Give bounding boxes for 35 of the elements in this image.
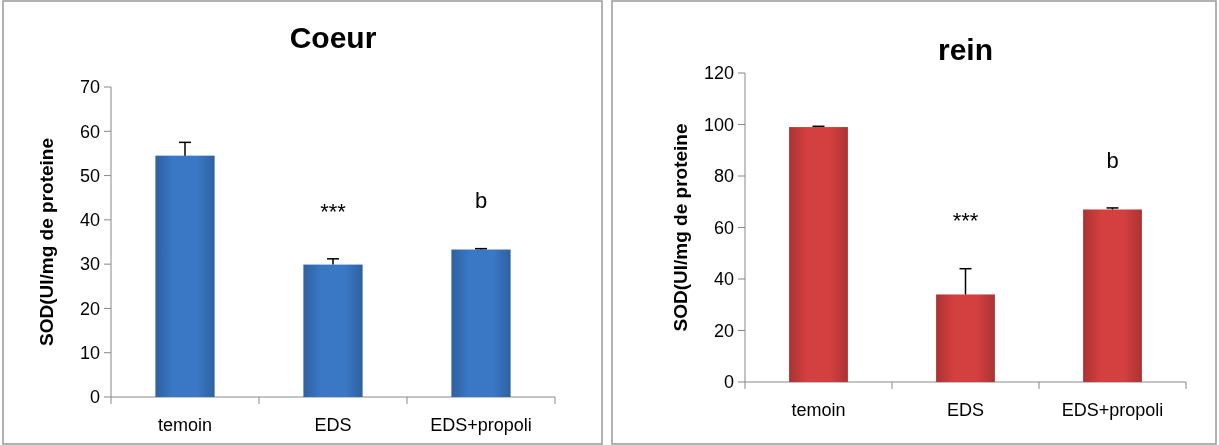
bar — [451, 249, 511, 397]
y-tick-label: 10 — [79, 343, 100, 364]
y-tick-label: 0 — [89, 387, 100, 408]
annotation: b — [1106, 147, 1119, 173]
bar — [155, 155, 215, 397]
bar — [789, 127, 848, 382]
y-tick-label: 60 — [79, 121, 100, 142]
y-axis-title: SOD(UI/mg de proteine — [670, 123, 691, 332]
chart-title: rein — [937, 33, 994, 66]
x-tick-label: EDS+propoli — [1061, 400, 1164, 420]
y-tick-label: 30 — [79, 254, 100, 275]
y-tick-label: 20 — [713, 320, 734, 341]
chart-title: Coeur — [289, 21, 377, 54]
y-tick-label: 20 — [79, 298, 100, 319]
y-tick-label: 120 — [703, 63, 734, 84]
x-tick-label: temoin — [791, 400, 846, 420]
x-tick-label: EDS — [946, 400, 985, 420]
bar — [936, 294, 995, 382]
y-tick-label: 60 — [713, 217, 734, 238]
y-tick-label: 40 — [713, 269, 734, 290]
y-tick-label: 40 — [79, 210, 100, 231]
annotation: *** — [320, 198, 347, 224]
y-axis-title: SOD(UI/mg de proteine — [36, 138, 57, 346]
bar — [303, 264, 363, 397]
y-tick-label: 100 — [703, 114, 734, 135]
y-tick-label: 50 — [79, 165, 100, 186]
x-tick-label: temoin — [157, 415, 213, 435]
x-tick-label: EDS+propoli — [430, 415, 532, 435]
y-tick-label: 80 — [713, 166, 734, 187]
y-tick-label: 70 — [79, 77, 100, 98]
annotation: b — [474, 188, 488, 214]
bar — [1083, 209, 1142, 382]
annotation: *** — [952, 208, 979, 234]
x-tick-label: EDS — [314, 415, 352, 435]
y-tick-label: 0 — [723, 372, 734, 393]
